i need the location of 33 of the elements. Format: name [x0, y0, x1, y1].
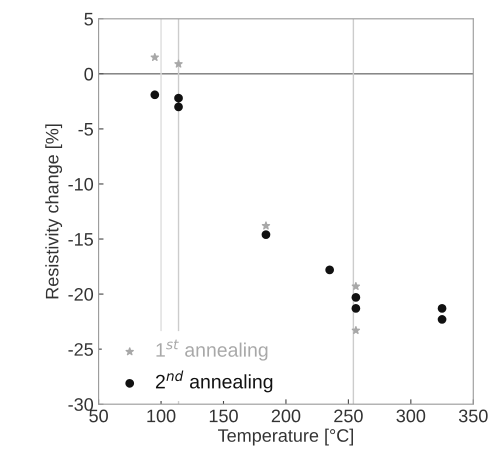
y-tick-label: -25 — [68, 343, 93, 356]
x-tick-label: 100 — [147, 410, 176, 422]
x-tick-label: 150 — [210, 410, 238, 422]
legend-label: 2$^{nd}$ annealing — [156, 370, 272, 392]
x-axis-title: Temperature [°C] — [218, 428, 353, 446]
point — [438, 304, 446, 313]
point — [352, 304, 360, 313]
y-tick-label: -30 — [68, 398, 94, 411]
y-tick-label: -15 — [68, 233, 93, 246]
point — [174, 94, 183, 102]
point — [352, 293, 360, 302]
x-tick-label: 200 — [272, 410, 300, 422]
point — [352, 282, 360, 290]
point — [262, 230, 270, 239]
point — [325, 265, 334, 274]
y-tick-label: -20 — [68, 288, 94, 301]
point — [174, 60, 183, 68]
y-tick-label: 5 — [84, 12, 93, 26]
x-tick-label: 50 — [89, 410, 108, 422]
point — [438, 315, 446, 324]
y-tick-label: -5 — [78, 123, 93, 136]
x-tick-label: 350 — [458, 410, 488, 422]
y-axis-title: Resistivity change [%] — [45, 124, 62, 298]
point — [174, 102, 183, 112]
point — [150, 52, 159, 62]
y-tick-label: 0 — [84, 68, 94, 81]
point — [262, 221, 270, 230]
x-tick-label: 250 — [334, 410, 363, 422]
x-tick-label: 300 — [396, 410, 426, 422]
point — [352, 326, 360, 334]
point — [150, 90, 160, 100]
legend-label: 1$^{st}$ annealing — [156, 340, 268, 361]
y-tick-label: -10 — [68, 178, 94, 191]
